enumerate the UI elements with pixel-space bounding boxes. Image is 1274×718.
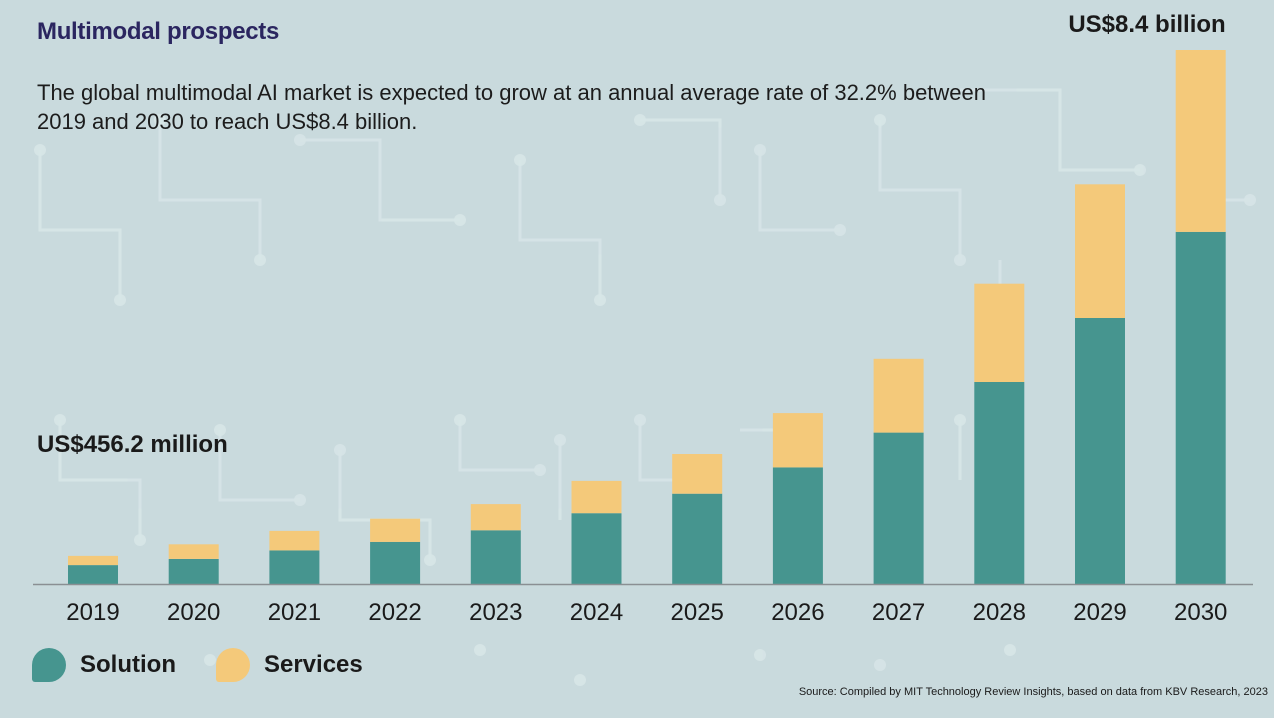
annotation-2019: US$456.2 million [37,431,228,458]
bar-services-2025 [672,454,723,494]
bar-solution-2030 [1175,231,1226,584]
bar-services-2023 [470,504,521,531]
bar-solution-2026 [772,467,823,584]
x-tick-label-2026: 2026 [771,599,824,626]
chart-subtitle: The global multimodal AI market is expec… [37,80,987,134]
x-tick-label-2025: 2025 [671,599,724,626]
bar-solution-2023 [470,530,521,584]
bar-services-2028 [974,283,1025,382]
x-tick-label-2030: 2030 [1174,599,1227,626]
bar-solution-2028 [974,382,1025,584]
bar-solution-2020 [168,559,219,584]
bar-services-2029 [1075,184,1125,318]
bar-services-2030 [1175,50,1226,232]
legend-swatch-services [215,648,250,682]
bar-services-2026 [772,413,823,468]
bar-solution-2027 [873,432,924,584]
chart-title: Multimodal prospects [37,18,280,45]
legend-item-services: Services [215,648,363,682]
bar-solution-2029 [1075,317,1125,584]
x-tick-label-2022: 2022 [368,599,421,626]
x-tick-label-2028: 2028 [973,599,1026,626]
x-tick-label-2024: 2024 [570,599,623,626]
bar-services-2019 [68,555,118,566]
annotation-2030: US$8.4 billion [1068,11,1225,38]
bar-solution-2025 [672,493,723,584]
bar-solution-2021 [269,550,320,584]
legend-swatch-solution [32,648,66,682]
legend: Solution Services [32,648,403,682]
legend-item-solution: Solution [32,648,176,682]
x-tick-label-2029: 2029 [1073,599,1126,626]
source-note: Source: Compiled by MIT Technology Revie… [798,686,1268,698]
x-tick-label-2020: 2020 [167,599,220,626]
x-tick-label-2027: 2027 [872,599,925,626]
bar-solution-2024 [571,513,622,584]
legend-label-services: Services [263,651,363,678]
legend-label-solution: Solution [80,651,176,678]
bar-services-2024 [571,480,622,514]
bar-solution-2019 [68,565,118,584]
bar-services-2020 [168,544,219,559]
x-tick-label-2021: 2021 [268,599,321,626]
bar-services-2027 [873,358,924,433]
x-tick-label-2019: 2019 [66,599,119,626]
bar-services-2022 [370,518,421,542]
x-tick-label-2023: 2023 [469,599,522,626]
bar-services-2021 [269,530,320,551]
bar-solution-2022 [370,541,421,584]
